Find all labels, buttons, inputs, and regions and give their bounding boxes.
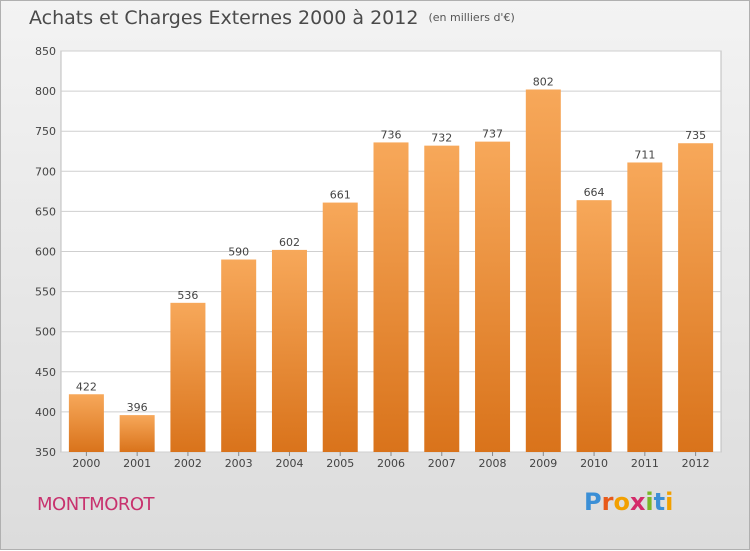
x-tick-label: 2006 [377,457,405,470]
data-label: 802 [533,75,554,88]
bar [221,259,257,452]
y-tick-label: 400 [35,406,56,419]
chart-title-text: Achats et Charges Externes 2000 à 2012 [29,7,419,29]
y-tick-label: 800 [35,85,56,98]
bar [475,141,511,452]
data-label: 711 [634,148,655,161]
bar [576,200,612,452]
x-tick-label: 2005 [326,457,354,470]
proxiti-logo: Proxiti [584,488,673,516]
data-label: 737 [482,128,503,141]
data-label: 396 [127,401,148,414]
y-tick-label: 450 [35,366,56,379]
data-label: 732 [431,132,452,145]
data-label: 602 [279,236,300,249]
bar [627,162,663,452]
x-tick-label: 2002 [174,457,202,470]
bar [271,249,307,452]
bar [424,145,460,453]
x-tick-label: 2003 [225,457,253,470]
data-label: 664 [584,186,605,199]
y-tick-label: 500 [35,326,56,339]
y-tick-label: 850 [35,45,56,58]
chart-title: Achats et Charges Externes 2000 à 2012 (e… [29,7,515,29]
logo-letter: P [584,488,602,516]
x-tick-label: 2001 [123,457,151,470]
x-tick-label: 2000 [72,457,100,470]
data-label: 661 [330,189,351,202]
y-tick-label: 650 [35,205,56,218]
y-tick-label: 750 [35,125,56,138]
y-tick-label: 700 [35,165,56,178]
x-tick-label: 2009 [529,457,557,470]
logo-letter: t [653,488,666,516]
bar [322,202,358,452]
data-label: 536 [177,289,198,302]
bar [373,142,409,453]
x-tick-label: 2004 [275,457,303,470]
y-tick-label: 600 [35,246,56,259]
x-tick-label: 2008 [479,457,507,470]
x-tick-label: 2007 [428,457,456,470]
logo-letter: r [601,488,614,516]
commune-name: MONTMOROT [37,494,155,515]
bar [68,394,104,452]
logo-letter: o [613,488,630,516]
x-tick-label: 2012 [682,457,710,470]
y-tick-label: 350 [35,446,56,459]
x-tick-label: 2010 [580,457,608,470]
data-label: 736 [381,128,402,141]
logo-letter: i [665,488,674,516]
logo-letter: i [645,488,654,516]
data-label: 422 [76,380,97,393]
bar [170,302,206,452]
data-label: 590 [228,246,249,259]
y-tick-label: 550 [35,286,56,299]
logo-letter: x [629,488,646,516]
bar [525,89,561,452]
bar [119,415,155,452]
data-label: 735 [685,129,706,142]
x-tick-label: 2011 [631,457,659,470]
bar [678,143,714,453]
chart-unit: (en milliers d'€) [428,11,515,24]
